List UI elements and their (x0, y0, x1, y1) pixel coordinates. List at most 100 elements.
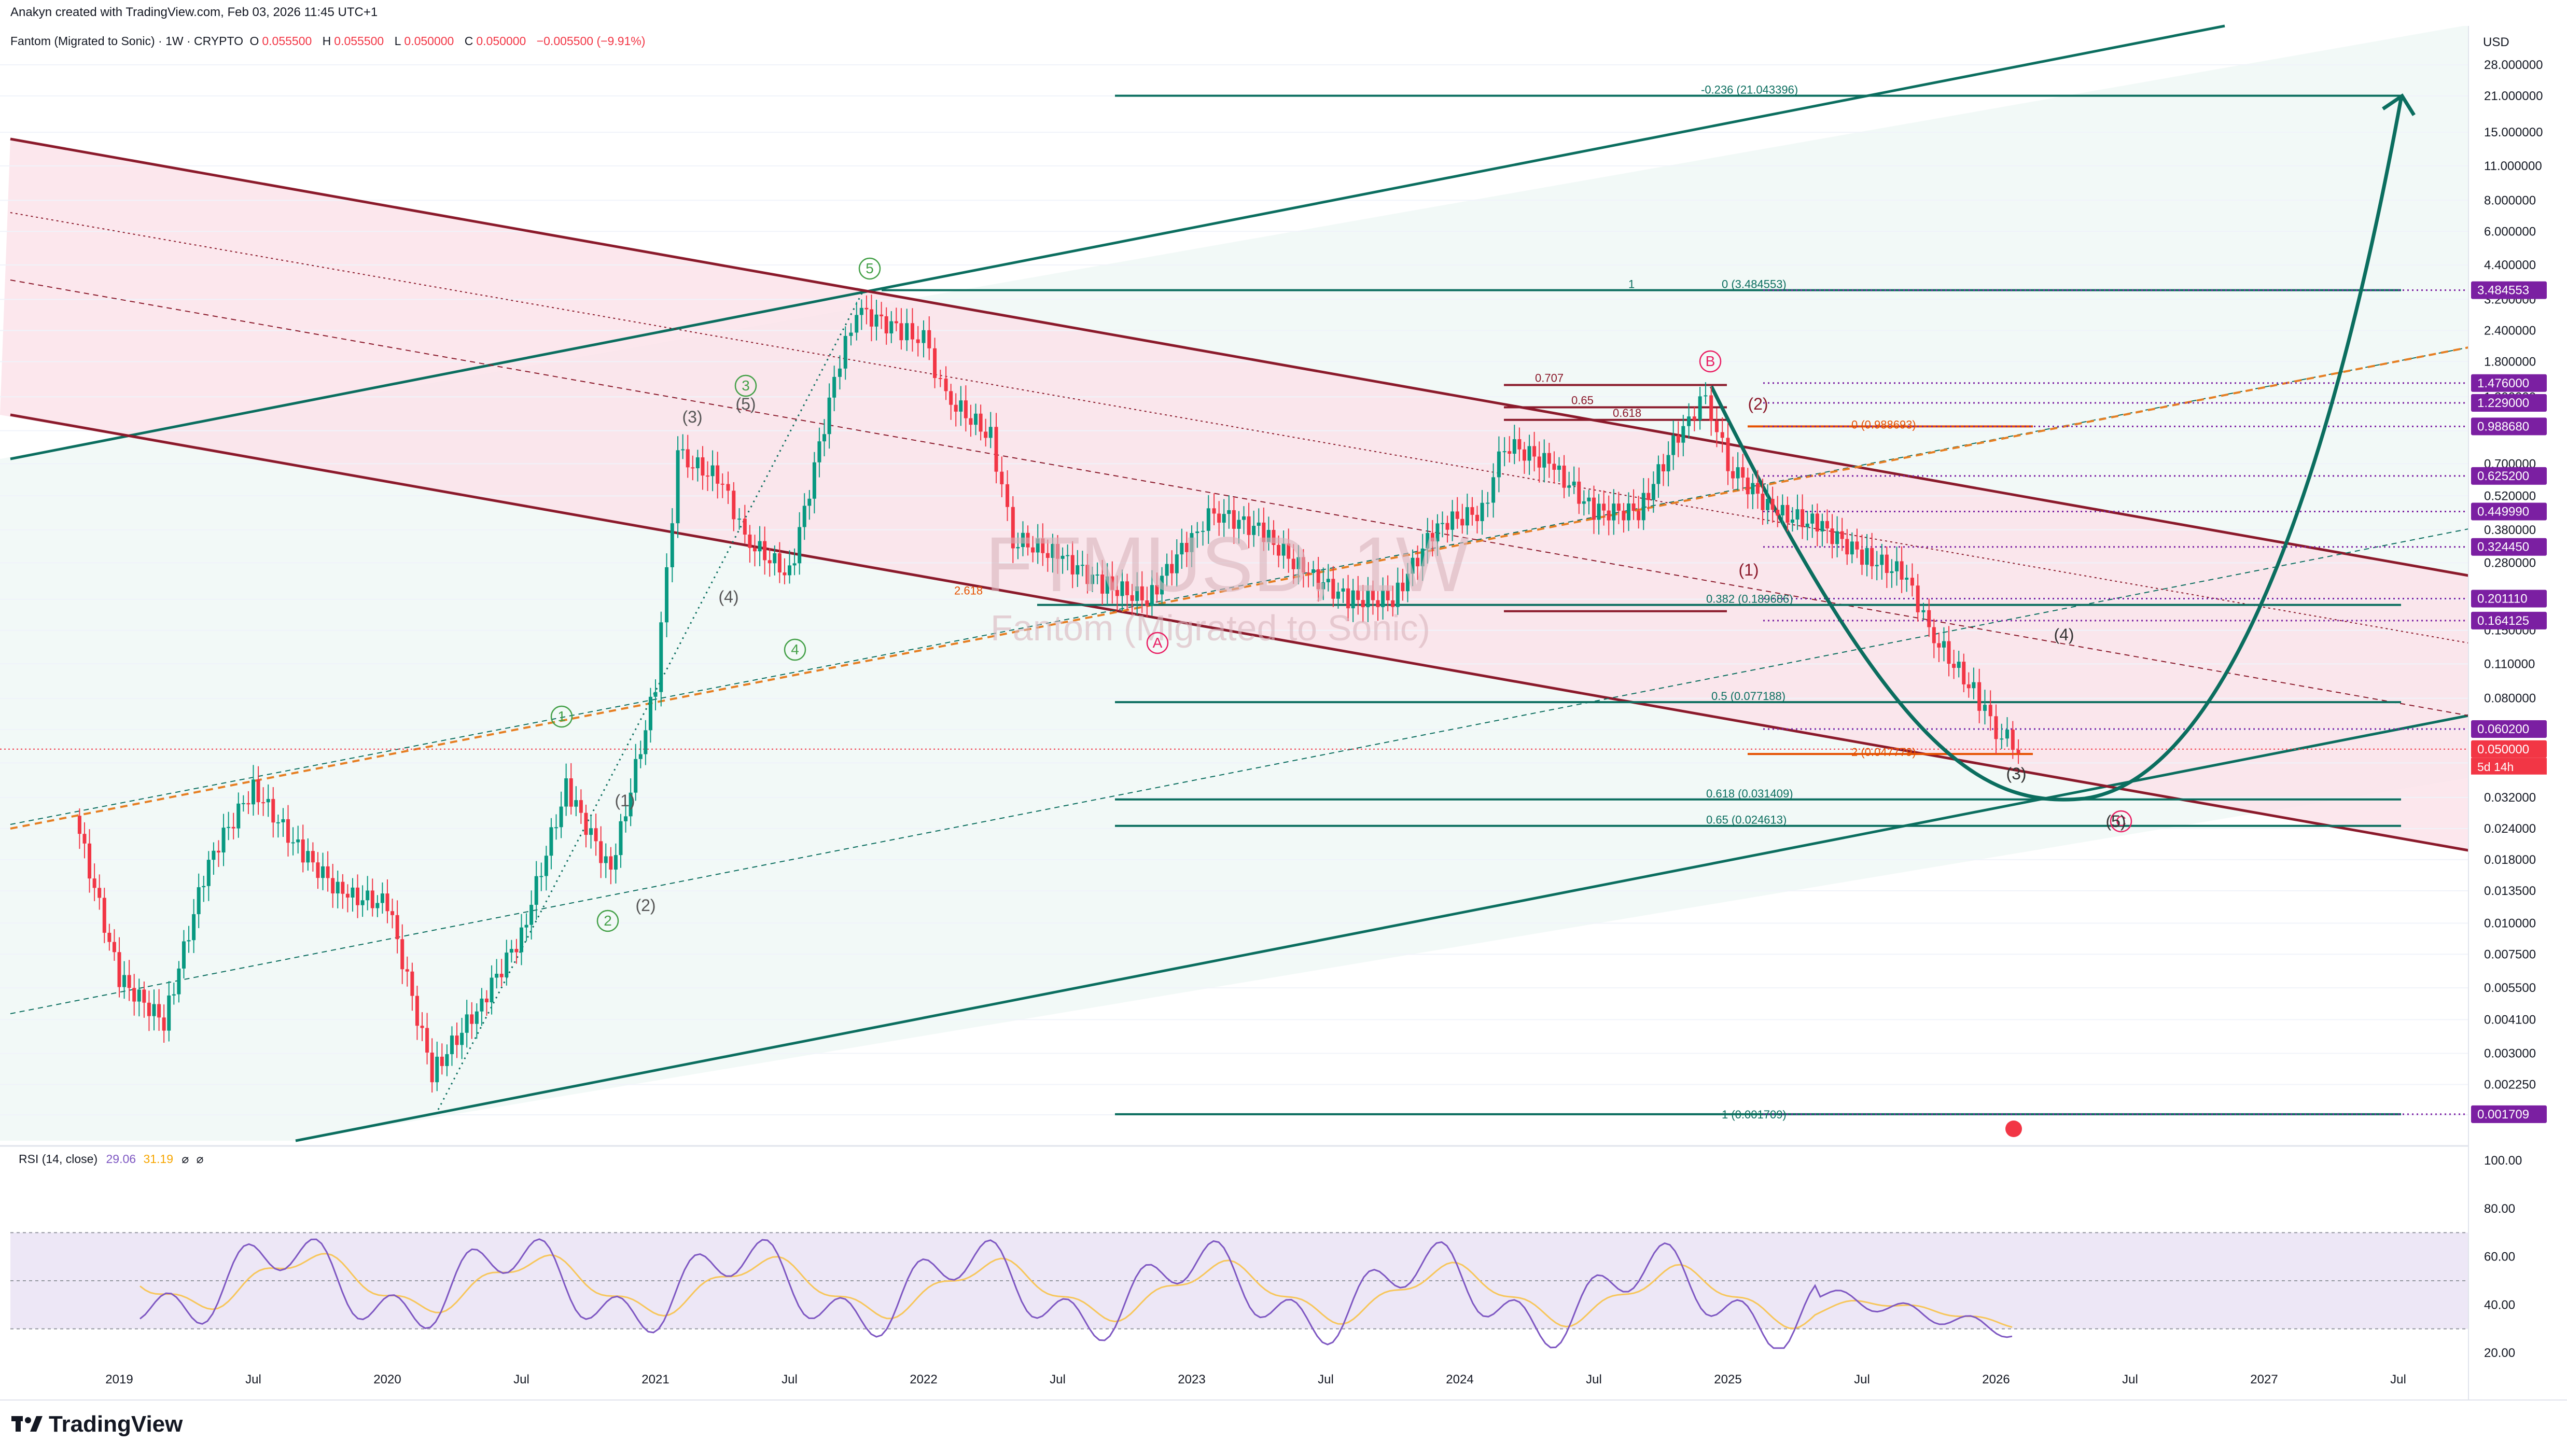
price-badge-label: 0.164125 (2477, 614, 2529, 628)
candle-body (1607, 510, 1611, 521)
candle-body (874, 314, 878, 327)
candle-body (1567, 485, 1571, 488)
candle-body (1932, 627, 1936, 643)
settings-icon[interactable]: ⌀ (196, 1152, 204, 1166)
candle-body (390, 911, 395, 915)
candle-body (261, 802, 266, 804)
wave-B-label-circle (1699, 350, 1722, 373)
candle-body (435, 1056, 439, 1083)
price-tick-label: 28.000000 (2484, 58, 2543, 72)
tradingview-brand[interactable]: TradingView (11, 1411, 183, 1437)
candle-body (768, 560, 772, 564)
candle-body (843, 335, 847, 369)
candle-body (1217, 513, 1221, 523)
candle-body (1916, 585, 1920, 612)
price-tick-label: 0.080000 (2484, 692, 2536, 706)
fib-level-label: -0.236 (21.043396) (1701, 83, 1798, 96)
wave-paren-label: (5) (2105, 812, 2126, 831)
candle-body (1780, 505, 1784, 516)
watermark-ticker: FTMUSD, 1W (985, 521, 1470, 608)
candle-body (1277, 544, 1281, 556)
candle-body (869, 309, 873, 327)
candle-body (1105, 576, 1109, 594)
time-tick-label: 2019 (105, 1373, 133, 1387)
candle-body (1396, 582, 1400, 607)
candle-body (1770, 499, 1775, 510)
price-badge (2471, 720, 2547, 738)
candle-body (763, 541, 767, 561)
candle-body (1190, 533, 1194, 552)
candle-body (351, 887, 355, 898)
candle-body (241, 803, 245, 804)
candle-body (1850, 541, 1854, 555)
candle-body (706, 475, 710, 477)
candle-body (1972, 682, 1976, 689)
candle-body (1527, 446, 1531, 461)
candle-body (1552, 464, 1556, 470)
candle-body (1741, 467, 1745, 478)
green-channel-top (10, 24, 2225, 460)
candle-body (916, 339, 920, 343)
candle-body (569, 778, 573, 807)
price-tick-label: 0.003000 (2484, 1047, 2536, 1061)
red-channel-top (10, 137, 2469, 577)
candle-body (1480, 502, 1484, 521)
candle-body (206, 860, 211, 886)
price-badge (2471, 1105, 2547, 1123)
candle-body (1056, 543, 1059, 559)
candle-body (1252, 526, 1256, 535)
price-tick-label: 21.000000 (2484, 89, 2543, 103)
candle-body (1165, 564, 1169, 576)
candle-body (1921, 610, 1926, 612)
projection-curve (1709, 98, 2403, 802)
price-badge (2471, 374, 2547, 392)
candle-body (954, 404, 958, 412)
wave-5-label-circle (858, 257, 881, 280)
candle-body (167, 995, 171, 1031)
candle-body (505, 953, 509, 977)
candle-body (102, 898, 106, 933)
fib-level-label: 0.65 (0.024613) (1706, 814, 1787, 827)
price-tick-label: 2.400000 (2484, 324, 2536, 338)
candle-body (1502, 451, 1506, 453)
price-badge (2471, 740, 2547, 758)
eye-icon[interactable]: ⌀ (182, 1152, 189, 1166)
candle-body (445, 1054, 449, 1066)
candle-body (2011, 730, 2015, 750)
candle-body (539, 876, 543, 877)
red-channel-bottom (10, 413, 2469, 852)
candle-body (1291, 558, 1295, 569)
candle-body (187, 940, 191, 942)
candle-body (1532, 446, 1537, 457)
time-tick-label: 2022 (910, 1373, 937, 1387)
candle-body (1386, 590, 1390, 600)
candle-body (440, 1056, 444, 1066)
candle-body (1066, 555, 1070, 556)
candle-body (246, 803, 250, 805)
candle-body (564, 778, 568, 807)
price-badge-label: 0.988680 (2477, 419, 2529, 433)
candle-body (360, 900, 365, 905)
price-axis: 28.000000 21.000000 15.000000 11.000000 8.00… (2005, 26, 2547, 1400)
candle-body (1641, 493, 1645, 521)
fib-level-label: 0.618 (0.031409) (1706, 787, 1793, 800)
candle-body (1262, 522, 1266, 542)
candle-body (792, 563, 797, 566)
candle-body (1865, 548, 1869, 565)
candle-body (296, 839, 300, 843)
price-tick-label: 0.110000 (2484, 657, 2535, 671)
price-badge (2471, 538, 2547, 556)
candle-body (256, 779, 260, 803)
red-channel-fill (0, 139, 2468, 850)
price-badge-label: 0.001709 (2477, 1108, 2529, 1122)
candle-body (152, 1004, 156, 1016)
candle-body (817, 441, 821, 463)
candle-body (341, 881, 345, 894)
candle-body (1232, 510, 1236, 529)
candle-body (520, 927, 523, 953)
candle-body (894, 321, 898, 324)
high-label: H (322, 34, 331, 48)
candle-body (1835, 531, 1839, 544)
wave-paren-label: (4) (718, 587, 738, 606)
candle-body (1070, 555, 1075, 575)
